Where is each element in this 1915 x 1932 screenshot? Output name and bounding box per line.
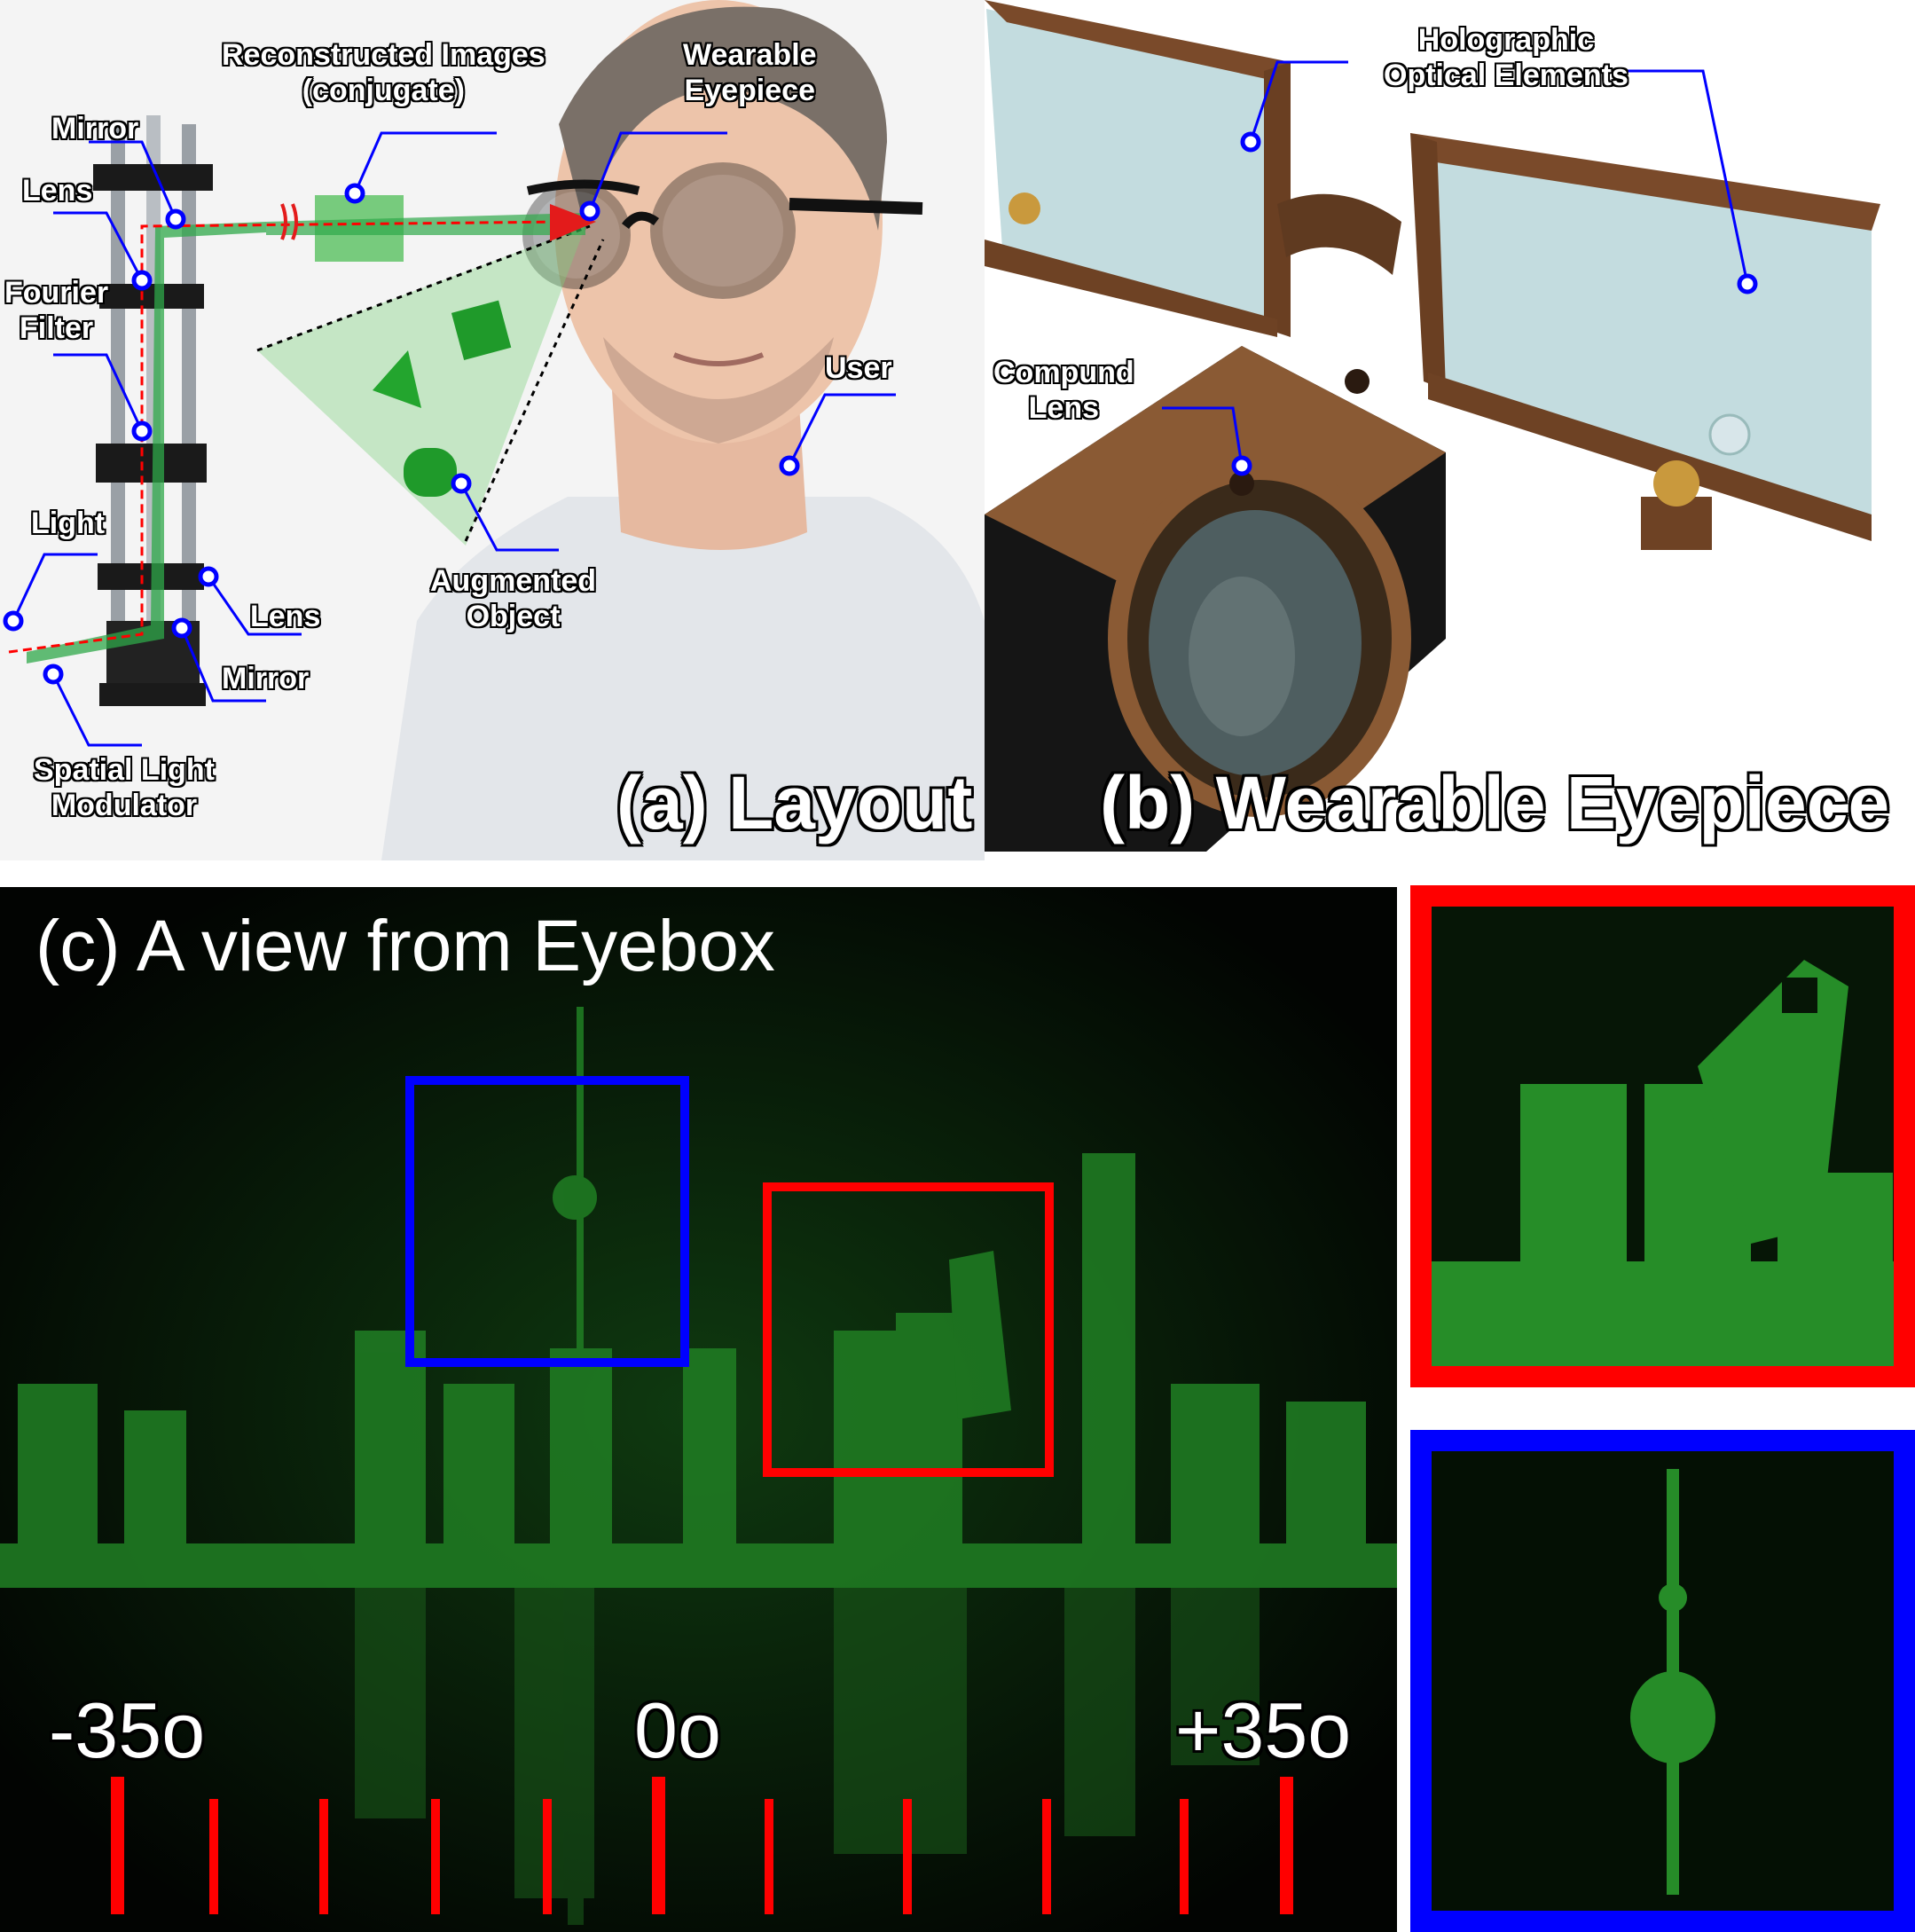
label-spatial-light-modulator: Spatial Light Modulator	[34, 752, 215, 823]
inset-blue-tower	[1432, 1451, 1894, 1911]
label-fourier-filter: Fourier Filter	[4, 275, 108, 346]
panel-a-layout: Reconstructed Images (conjugate) Wearabl…	[0, 0, 985, 860]
hoe-right-frame	[1410, 133, 1880, 550]
label-reconstructed: Reconstructed Images (conjugate)	[222, 37, 545, 108]
label-compound-line1: Compund	[993, 356, 1134, 389]
label-lens-top: Lens	[22, 174, 93, 208]
highlight-box-blue	[405, 1076, 689, 1367]
optical-axis	[8, 220, 569, 654]
skyline-buildings	[0, 1007, 1397, 1588]
glasses-bridge	[1277, 193, 1401, 275]
scale-label-left: -35o	[49, 1686, 206, 1774]
highlight-box-red	[763, 1182, 1054, 1477]
label-hoe-line1: Holographic	[1417, 23, 1595, 57]
panel-c-eyebox-view: (c) A view from Eyebox -35o 0o +35o	[0, 887, 1397, 1932]
callout-lines	[12, 131, 896, 747]
inset-red-zoom	[1410, 885, 1915, 1387]
user-figure	[381, 0, 985, 860]
panel-a-title: (a) Layout	[616, 761, 973, 844]
label-hoe-line2: Optical Elements	[1384, 59, 1629, 92]
label-user: User	[825, 351, 892, 385]
label-slm-line2: Modulator	[51, 789, 198, 822]
panel-c-title: (c) A view from Eyebox	[35, 906, 775, 986]
scale-label-right: +35o	[1175, 1686, 1352, 1774]
label-wearable-eyepiece: Wearable Eyepiece	[683, 37, 817, 108]
label-mirror-bottom: Mirror	[222, 662, 310, 695]
angle-scale-ticks	[111, 1777, 1293, 1914]
callout-dots	[3, 183, 800, 685]
augmented-objects	[373, 300, 512, 497]
label-compound-lens: Compund Lens	[993, 355, 1134, 426]
label-fourier-line1: Fourier	[4, 276, 109, 310]
panel-b-title: (b) Wearable Eyepiece	[1100, 761, 1890, 844]
label-slm-line1: Spatial Light	[34, 753, 215, 787]
compound-lens	[985, 346, 1446, 852]
label-light: Light	[31, 507, 106, 540]
arrow-icon	[550, 204, 596, 241]
label-wearable-line2: Eyepiece	[684, 74, 815, 107]
label-augmented-line1: Augmented	[430, 564, 596, 598]
panel-b-callout-lines	[1162, 60, 1749, 467]
label-holographic-optical-elements: Holographic Optical Elements	[1384, 22, 1629, 93]
water-reflection	[355, 1588, 1260, 1925]
panel-b-wearable-eyepiece: Holographic Optical Elements Compund Len…	[985, 0, 1915, 860]
label-compound-line2: Lens	[1028, 391, 1099, 425]
label-wearable-line1: Wearable	[683, 38, 817, 72]
label-lens-bottom: Lens	[250, 600, 321, 633]
label-reconstructed-line2: (conjugate)	[302, 74, 465, 107]
label-mirror-top: Mirror	[51, 112, 139, 145]
label-augmented-line2: Object	[466, 600, 561, 633]
label-augmented-object: Augmented Object	[430, 563, 596, 634]
label-fourier-line2: Filter	[20, 311, 94, 345]
layout-illustration	[3, 0, 985, 860]
panel-b-callout-dots	[1231, 131, 1758, 476]
inset-red-buildings	[1432, 907, 1894, 1366]
eyepiece-photo	[985, 0, 1880, 852]
scale-label-center: 0o	[634, 1686, 721, 1774]
hoe-left-frame	[985, 0, 1291, 337]
hologram-skyline	[0, 887, 1397, 1932]
label-reconstructed-line1: Reconstructed Images	[222, 38, 545, 72]
fov-cone	[257, 226, 585, 546]
inset-blue-zoom	[1410, 1430, 1915, 1932]
